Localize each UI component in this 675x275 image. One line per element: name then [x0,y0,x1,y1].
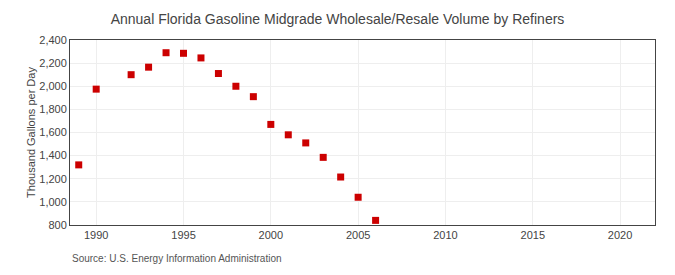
svg-text:1,800: 1,800 [39,103,67,115]
svg-text:Thousand Gallons per Day: Thousand Gallons per Day [25,67,37,198]
svg-text:2010: 2010 [433,229,457,241]
svg-text:1,600: 1,600 [39,126,67,138]
svg-text:1,400: 1,400 [39,149,67,161]
svg-text:2,000: 2,000 [39,80,67,92]
svg-text:800: 800 [48,219,66,231]
svg-text:1990: 1990 [84,229,108,241]
svg-text:2,200: 2,200 [39,57,67,69]
svg-text:Source: U.S. Energy Informatio: Source: U.S. Energy Information Administ… [72,253,282,264]
svg-text:2000: 2000 [259,229,283,241]
svg-text:1995: 1995 [171,229,195,241]
svg-text:2005: 2005 [346,229,370,241]
svg-text:1,200: 1,200 [39,173,67,185]
svg-text:2,400: 2,400 [39,34,67,46]
svg-text:2015: 2015 [521,229,545,241]
svg-text:2020: 2020 [608,229,632,241]
svg-text:Annual Florida Gasoline Midgra: Annual Florida Gasoline Midgrade Wholesa… [111,11,565,27]
svg-text:1,000: 1,000 [39,196,67,208]
